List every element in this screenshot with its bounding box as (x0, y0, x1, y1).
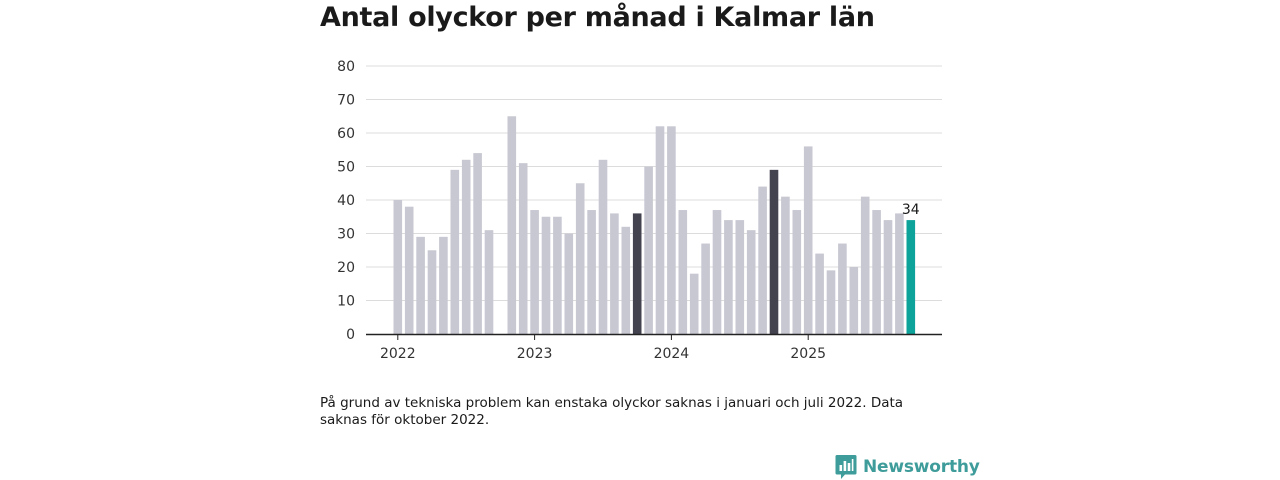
y-tick-label: 80 (337, 59, 355, 75)
x-tick-label: 2024 (654, 346, 690, 362)
bar-2022-08[interactable] (473, 153, 482, 334)
y-tick-label: 50 (337, 160, 355, 176)
bar-2025-04[interactable] (838, 243, 847, 334)
y-tick-label: 10 (337, 294, 355, 310)
bar-2023-12[interactable] (655, 126, 665, 334)
bar-2024-08[interactable] (746, 230, 756, 334)
bar-2023-02[interactable] (541, 216, 551, 334)
chart-title: Antal olyckor per månad i Kalmar län (320, 2, 875, 33)
bar-2025-09[interactable] (895, 213, 904, 334)
bar-2024-09[interactable] (758, 186, 767, 334)
bar-2024-01[interactable] (667, 126, 676, 334)
bar-2022-01[interactable] (393, 200, 403, 334)
bar-2023-09[interactable] (621, 226, 631, 334)
bar-2022-09[interactable] (484, 230, 494, 334)
bar-2024-05[interactable] (712, 210, 722, 334)
bar-2025-05[interactable] (849, 267, 859, 334)
bar-2022-06[interactable] (450, 169, 460, 334)
bar-2022-11[interactable] (507, 116, 517, 334)
bar-2023-03[interactable] (553, 216, 562, 334)
bar-2024-11[interactable] (781, 196, 790, 334)
bars (393, 116, 916, 335)
brand-logo[interactable]: Newsworthy (835, 454, 980, 480)
x-axis-ticks: 2022 2023 2024 2025 (380, 334, 826, 362)
bar-2024-06[interactable] (724, 220, 733, 334)
footnote: På grund av tekniska problem kan enstaka… (320, 395, 904, 428)
bar-2023-01[interactable] (530, 210, 539, 334)
data-labels: 34 (902, 202, 920, 218)
y-tick-label: 20 (337, 260, 355, 276)
y-tick-label: 0 (346, 327, 355, 343)
bar-2023-10[interactable] (632, 213, 642, 334)
y-tick-label: 70 (337, 93, 355, 109)
bar-2024-03[interactable] (689, 273, 699, 334)
bar-2022-05[interactable] (439, 236, 448, 334)
bar-2024-02[interactable] (678, 210, 688, 334)
bar-2023-04[interactable] (564, 233, 574, 335)
bar-2024-04[interactable] (701, 243, 710, 334)
x-tick-label: 2025 (790, 346, 826, 362)
bar-2023-08[interactable] (610, 213, 619, 334)
bar-2022-12[interactable] (518, 163, 528, 334)
bar-2022-02[interactable] (404, 206, 414, 334)
data-label-2025-10: 34 (902, 202, 920, 218)
bar-2025-01[interactable] (803, 146, 813, 334)
y-axis-ticks: 0 10 20 30 40 50 60 70 80 (337, 59, 355, 343)
bar-2022-03[interactable] (416, 236, 425, 334)
bar-2024-12[interactable] (792, 210, 802, 334)
y-tick-label: 40 (337, 193, 355, 209)
bar-2025-06[interactable] (860, 196, 870, 334)
bar-2024-10[interactable] (769, 169, 779, 334)
bar-chart: 0 10 20 30 40 50 60 70 80 34 2022 2023 2024 2025 (337, 59, 942, 362)
bar-2025-08[interactable] (883, 220, 893, 334)
x-tick-label: 2022 (380, 346, 416, 362)
bar-2025-07[interactable] (872, 210, 881, 334)
bar-2024-07[interactable] (735, 220, 745, 334)
bar-2022-07[interactable] (461, 159, 471, 334)
bar-2025-10[interactable] (906, 220, 916, 334)
bar-2023-07[interactable] (598, 159, 608, 334)
y-tick-label: 60 (337, 126, 355, 142)
newsworthy-logo-icon (835, 455, 857, 479)
x-tick-label: 2023 (517, 346, 553, 362)
bar-2025-03[interactable] (826, 270, 836, 334)
bar-2023-06[interactable] (587, 210, 596, 334)
y-tick-label: 30 (337, 227, 355, 243)
brand-name: Newsworthy (863, 457, 980, 477)
bar-2023-11[interactable] (644, 166, 653, 335)
bar-2022-04[interactable] (427, 250, 437, 334)
bar-2025-02[interactable] (815, 253, 824, 334)
bar-2023-05[interactable] (575, 183, 585, 334)
